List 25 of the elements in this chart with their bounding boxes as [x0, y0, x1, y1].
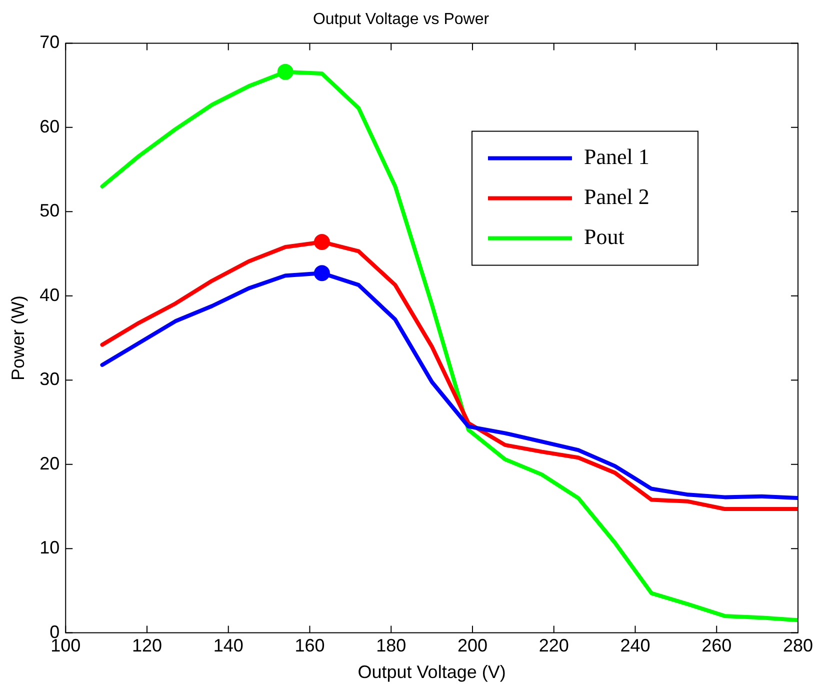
point: [314, 265, 330, 282]
legend-label: Panel 2: [584, 184, 650, 209]
y-tick-label: 20: [40, 453, 60, 474]
x-tick-label: 220: [538, 636, 569, 656]
x-tick-label: 240: [620, 636, 650, 656]
x-tick-label: 280: [782, 636, 814, 656]
x-tick-label: 140: [213, 636, 244, 656]
x-tick-label: 260: [702, 636, 732, 656]
y-tick-label: 30: [40, 369, 60, 390]
y-tick-label: 10: [40, 538, 60, 558]
x-tick-label: 160: [294, 636, 325, 656]
y-tick-label: 70: [40, 32, 60, 52]
legend-label: Pout: [584, 224, 624, 249]
y-tick-label: 40: [40, 284, 60, 305]
legend-label: Panel 1: [584, 144, 650, 169]
chart-title: Output Voltage vs Power: [312, 11, 490, 28]
x-tick-label: 120: [132, 636, 162, 656]
y-tick-label: 50: [40, 200, 60, 221]
y-axis-title: Power (W): [8, 296, 28, 380]
point: [277, 64, 294, 80]
x-tick-label: 180: [376, 636, 406, 656]
y-tick-label: 60: [40, 116, 60, 136]
x-tick-label: 200: [457, 636, 488, 656]
point: [314, 234, 330, 250]
x-axis-title: Output Voltage (V): [358, 662, 506, 682]
